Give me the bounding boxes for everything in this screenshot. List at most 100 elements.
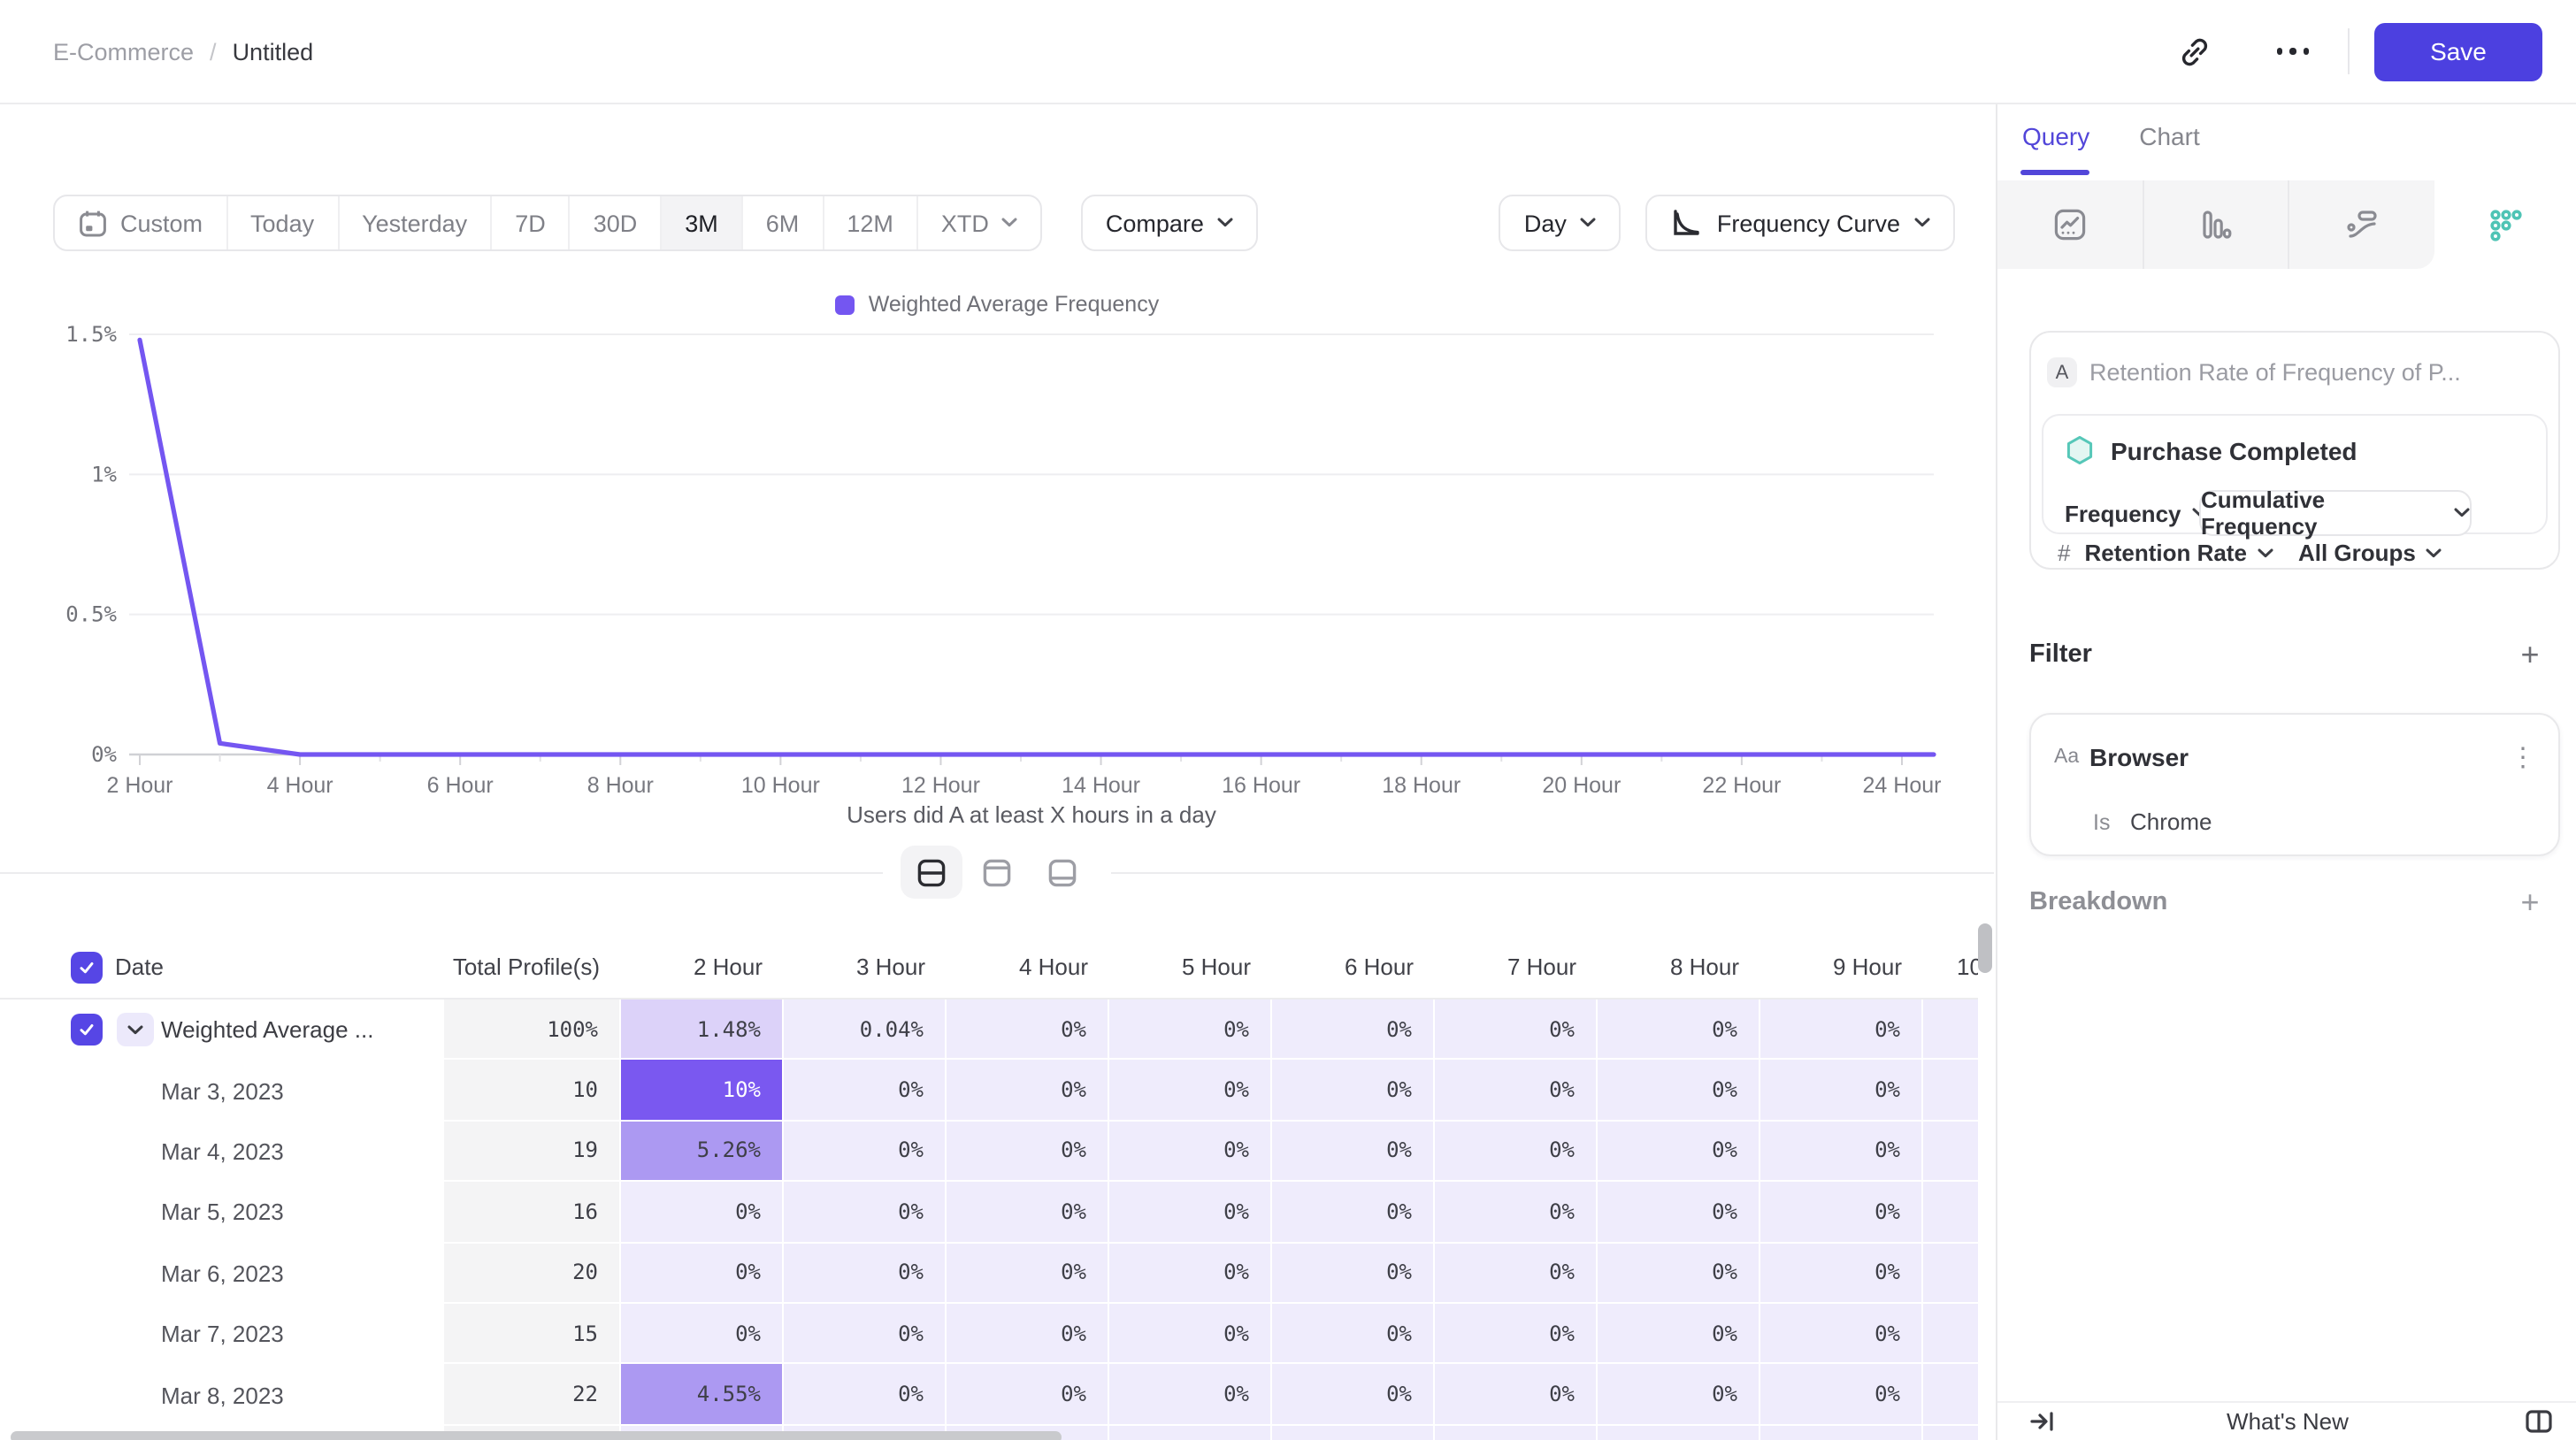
date-range-segmented-control: Custom Today Yesterday 7D 30D 3M 6M 12M XTD	[53, 195, 1042, 251]
row-checkbox[interactable]	[71, 1014, 103, 1046]
granularity-dropdown[interactable]: Day	[1499, 195, 1622, 251]
filter-operator[interactable]: Is	[2093, 810, 2111, 835]
copy-link-button[interactable]	[2164, 21, 2224, 81]
chart-only-icon	[982, 857, 1012, 887]
value-cell	[1923, 1121, 1978, 1183]
row-label-cell: Mar 8, 2023	[0, 1364, 444, 1426]
value-cell: 0%	[1760, 1121, 1923, 1183]
filter-card: Aa Browser ⋮ Is Chrome	[2029, 713, 2560, 856]
vertical-scrollbar[interactable]	[1978, 923, 1992, 973]
value-cell: 0%	[1598, 1121, 1760, 1183]
value-cell: 0.04%	[784, 1000, 947, 1061]
chart-legend[interactable]: Weighted Average Frequency	[0, 292, 1994, 317]
value-cell: 0%	[1760, 1303, 1923, 1365]
select-all-checkbox[interactable]	[71, 951, 103, 983]
value-cell: 0%	[947, 1060, 1109, 1122]
x-axis-tick-label: 14 Hour	[1062, 773, 1140, 798]
frequency-label: Frequency	[2065, 500, 2181, 526]
total-profiles-cell: 22	[444, 1364, 621, 1426]
date-label: Mar 8, 2023	[161, 1382, 284, 1409]
range-yesterday-button[interactable]: Yesterday	[339, 196, 493, 249]
column-header: 10 Hour	[1923, 936, 1978, 1000]
frequency-dropdown[interactable]: Frequency	[2065, 490, 2208, 536]
groups-dropdown[interactable]: All Groups	[2298, 540, 2442, 566]
view-table-only-button[interactable]	[1031, 846, 1093, 899]
column-header: 3 Hour	[784, 936, 947, 1000]
value-cell: 0%	[784, 1243, 947, 1304]
top-actions: Save	[2164, 21, 2542, 81]
breadcrumb-current[interactable]: Untitled	[232, 38, 314, 65]
view-chart-only-button[interactable]	[966, 846, 1028, 899]
x-axis-title: Users did A at least X hours in a day	[847, 801, 1216, 828]
view-split-button[interactable]	[901, 846, 962, 899]
range-30d-button[interactable]: 30D	[571, 196, 663, 249]
split-panel-icon[interactable]	[2525, 1408, 2553, 1435]
range-custom-label: Custom	[120, 210, 203, 236]
x-axis-tick-label: 18 Hour	[1382, 773, 1460, 798]
add-breakdown-button[interactable]: +	[2520, 884, 2540, 919]
column-header: Total Profile(s)	[444, 936, 621, 1000]
value-cell: 0%	[947, 1364, 1109, 1426]
event-card: Purchase Completed Frequency Cumulative …	[2042, 414, 2548, 540]
flows-report-tab[interactable]	[2289, 180, 2434, 269]
value-cell	[1598, 1425, 1760, 1440]
expand-row-button[interactable]	[117, 1013, 154, 1047]
filter-menu-button[interactable]: ⋮	[2510, 743, 2536, 773]
column-header: 6 Hour	[1272, 936, 1435, 1000]
value-cell: 0%	[1760, 1060, 1923, 1122]
x-axis-tick-label: 24 Hour	[1863, 773, 1942, 798]
retention-report-tab[interactable]	[2434, 180, 2576, 269]
value-cell: 0%	[947, 1182, 1109, 1244]
value-cell: 0%	[1272, 1364, 1435, 1426]
value-cell: 0%	[1760, 1364, 1923, 1426]
add-filter-button[interactable]: +	[2520, 636, 2540, 671]
value-cell: 0%	[1435, 1243, 1598, 1304]
save-button[interactable]: Save	[2374, 22, 2542, 80]
value-cell: 0%	[1598, 1060, 1760, 1122]
collapse-panel-button[interactable]	[2029, 1408, 2056, 1435]
x-axis-tick-label: 12 Hour	[901, 773, 980, 798]
whats-new-link[interactable]: What's New	[2227, 1408, 2349, 1435]
compare-button[interactable]: Compare	[1080, 195, 1259, 251]
funnels-report-tab[interactable]	[2143, 180, 2289, 269]
frequency-mode-dropdown[interactable]: Cumulative Frequency	[2199, 486, 2472, 540]
top-bar: E-Commerce / Untitled Save	[0, 0, 2576, 104]
query-step-card: A Retention Rate of Frequency of P... Pu…	[2029, 331, 2560, 570]
range-12m-button[interactable]: 12M	[824, 196, 918, 249]
y-axis-tick-label: 1%	[91, 462, 117, 486]
y-axis-tick-label: 0%	[91, 742, 117, 767]
column-header: 8 Hour	[1598, 936, 1760, 1000]
range-6m-button[interactable]: 6M	[743, 196, 824, 249]
tab-chart[interactable]: Chart	[2139, 122, 2200, 150]
breadcrumb-parent[interactable]: E-Commerce	[53, 38, 195, 65]
value-cell: 0%	[1435, 1000, 1598, 1061]
frequency-curve-icon	[1671, 207, 1703, 239]
range-xtd-button[interactable]: XTD	[918, 196, 1040, 249]
range-3m-button[interactable]: 3M	[662, 196, 743, 249]
insights-report-tab[interactable]	[1997, 180, 2143, 269]
table-row: Mar 3, 2023 10 10% 0% 0% 0% 0% 0% 0% 0%	[0, 1060, 1978, 1122]
insights-icon	[2052, 207, 2088, 242]
legend-label: Weighted Average Frequency	[868, 292, 1160, 317]
chart-style-label: Frequency Curve	[1716, 210, 1900, 236]
chart-style-dropdown[interactable]: Frequency Curve	[1645, 195, 1955, 251]
filter-property[interactable]: Browser	[2089, 743, 2189, 771]
tab-query[interactable]: Query	[2022, 122, 2090, 150]
measure-dropdown[interactable]: Retention Rate	[2084, 540, 2273, 566]
range-7d-button[interactable]: 7D	[492, 196, 571, 249]
link-icon	[2177, 34, 2211, 68]
step-title[interactable]: Retention Rate of Frequency of P...	[2089, 359, 2461, 386]
value-cell: 0%	[784, 1364, 947, 1426]
average-row-label: Weighted Average ...	[161, 1016, 374, 1044]
horizontal-scrollbar[interactable]	[11, 1431, 1062, 1440]
results-table: Date Total Profile(s) 2 Hour 3 Hour 4 Hour 5 …	[0, 936, 1978, 1440]
total-profiles-cell: 15	[444, 1303, 621, 1365]
range-custom-button[interactable]: Custom	[55, 196, 228, 249]
more-options-button[interactable]	[2263, 21, 2323, 81]
range-today-button[interactable]: Today	[227, 196, 340, 249]
event-name[interactable]: Purchase Completed	[2111, 437, 2358, 465]
value-cell: 4.55%	[621, 1364, 784, 1426]
chevron-down-icon	[1914, 218, 1930, 228]
filter-value[interactable]: Chrome	[2130, 808, 2212, 835]
chart-canvas: 0% 0.5% 1% 1.5% 2 Hour 4 Hour 6 Hour 8 Hour 10 H…	[65, 322, 1942, 828]
